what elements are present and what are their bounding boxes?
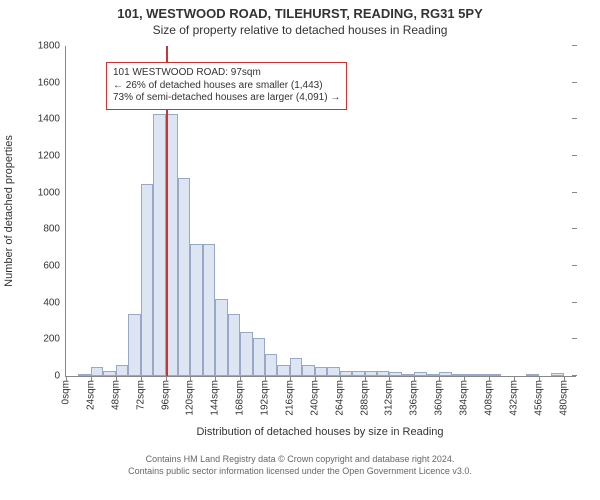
y-tick-label: 400: [43, 297, 66, 308]
x-tick-mark: [514, 376, 515, 381]
x-tick-label: 288sqm: [359, 376, 370, 416]
chart-title-line2: Size of property relative to detached ho…: [0, 21, 600, 41]
x-tick-mark: [290, 376, 291, 381]
histogram-bar: [327, 367, 339, 376]
x-tick-label: 96sqm: [160, 376, 171, 410]
y-tick-mark: [572, 302, 577, 303]
y-tick-label: 1200: [38, 151, 66, 162]
y-tick-mark: [572, 192, 577, 193]
footer-line2: Contains public sector information licen…: [0, 466, 600, 478]
x-tick-mark: [315, 376, 316, 381]
y-axis-label: Number of detached properties: [3, 135, 15, 287]
x-tick-mark: [439, 376, 440, 381]
x-tick-mark: [489, 376, 490, 381]
x-tick-label: 120sqm: [185, 376, 196, 416]
histogram-bar: [302, 365, 314, 376]
x-tick-mark: [365, 376, 366, 381]
x-tick-mark: [265, 376, 266, 381]
x-tick-label: 336sqm: [409, 376, 420, 416]
x-tick-label: 384sqm: [459, 376, 470, 416]
footer-attribution: Contains HM Land Registry data © Crown c…: [0, 454, 600, 477]
x-tick-mark: [166, 376, 167, 381]
x-tick-label: 264sqm: [334, 376, 345, 416]
chart-title-line1: 101, WESTWOOD ROAD, TILEHURST, READING, …: [0, 0, 600, 21]
callout-line1: 101 WESTWOOD ROAD: 97sqm: [113, 67, 340, 80]
y-tick-mark: [572, 118, 577, 119]
x-tick-mark: [389, 376, 390, 381]
histogram-bar: [153, 114, 165, 376]
y-tick-mark: [572, 228, 577, 229]
x-tick-mark: [66, 376, 67, 381]
callout-line3: 73% of semi-detached houses are larger (…: [113, 92, 340, 105]
histogram-chart: 101, WESTWOOD ROAD, TILEHURST, READING, …: [0, 0, 600, 500]
x-axis-label: Distribution of detached houses by size …: [65, 426, 575, 438]
histogram-bar: [203, 244, 215, 376]
histogram-bar: [290, 358, 302, 376]
y-tick-mark: [572, 155, 577, 156]
y-tick-label: 200: [43, 334, 66, 345]
x-tick-label: 432sqm: [508, 376, 519, 416]
callout-box: 101 WESTWOOD ROAD: 97sqm ← 26% of detach…: [106, 62, 347, 110]
y-tick-mark: [572, 338, 577, 339]
y-tick-label: 800: [43, 224, 66, 235]
y-tick-mark: [572, 45, 577, 46]
x-tick-mark: [91, 376, 92, 381]
x-tick-label: 24sqm: [85, 376, 96, 410]
histogram-bar: [128, 314, 140, 376]
callout-line2: ← 26% of detached houses are smaller (1,…: [113, 80, 340, 93]
x-tick-mark: [141, 376, 142, 381]
histogram-bar: [91, 367, 103, 376]
x-tick-mark: [190, 376, 191, 381]
x-tick-mark: [116, 376, 117, 381]
histogram-bar: [277, 365, 289, 376]
footer-line1: Contains HM Land Registry data © Crown c…: [0, 454, 600, 466]
histogram-bar: [253, 338, 265, 377]
y-tick-label: 1000: [38, 187, 66, 198]
x-tick-mark: [414, 376, 415, 381]
x-tick-label: 144sqm: [210, 376, 221, 416]
x-tick-mark: [215, 376, 216, 381]
histogram-bar: [228, 314, 240, 376]
x-tick-label: 240sqm: [309, 376, 320, 416]
histogram-bar: [178, 178, 190, 376]
histogram-bar: [116, 365, 128, 376]
y-tick-label: 600: [43, 261, 66, 272]
x-tick-label: 216sqm: [284, 376, 295, 416]
histogram-bar: [215, 299, 227, 376]
histogram-bar: [315, 367, 327, 376]
y-tick-label: 1800: [38, 41, 66, 52]
x-tick-label: 48sqm: [110, 376, 121, 410]
histogram-bar: [265, 354, 277, 376]
x-tick-mark: [464, 376, 465, 381]
x-tick-label: 480sqm: [558, 376, 569, 416]
y-tick-mark: [572, 375, 577, 376]
histogram-bar: [190, 244, 202, 376]
y-tick-label: 1600: [38, 77, 66, 88]
histogram-bar: [141, 184, 153, 377]
x-tick-mark: [539, 376, 540, 381]
y-tick-mark: [572, 265, 577, 266]
x-tick-mark: [240, 376, 241, 381]
y-tick-mark: [572, 82, 577, 83]
x-tick-label: 360sqm: [434, 376, 445, 416]
histogram-bar: [240, 332, 252, 376]
x-tick-label: 72sqm: [135, 376, 146, 410]
x-tick-label: 312sqm: [384, 376, 395, 416]
x-tick-mark: [340, 376, 341, 381]
x-tick-label: 168sqm: [235, 376, 246, 416]
x-tick-mark: [564, 376, 565, 381]
x-tick-label: 456sqm: [533, 376, 544, 416]
x-tick-label: 192sqm: [260, 376, 271, 416]
x-tick-label: 408sqm: [483, 376, 494, 416]
y-tick-label: 1400: [38, 114, 66, 125]
